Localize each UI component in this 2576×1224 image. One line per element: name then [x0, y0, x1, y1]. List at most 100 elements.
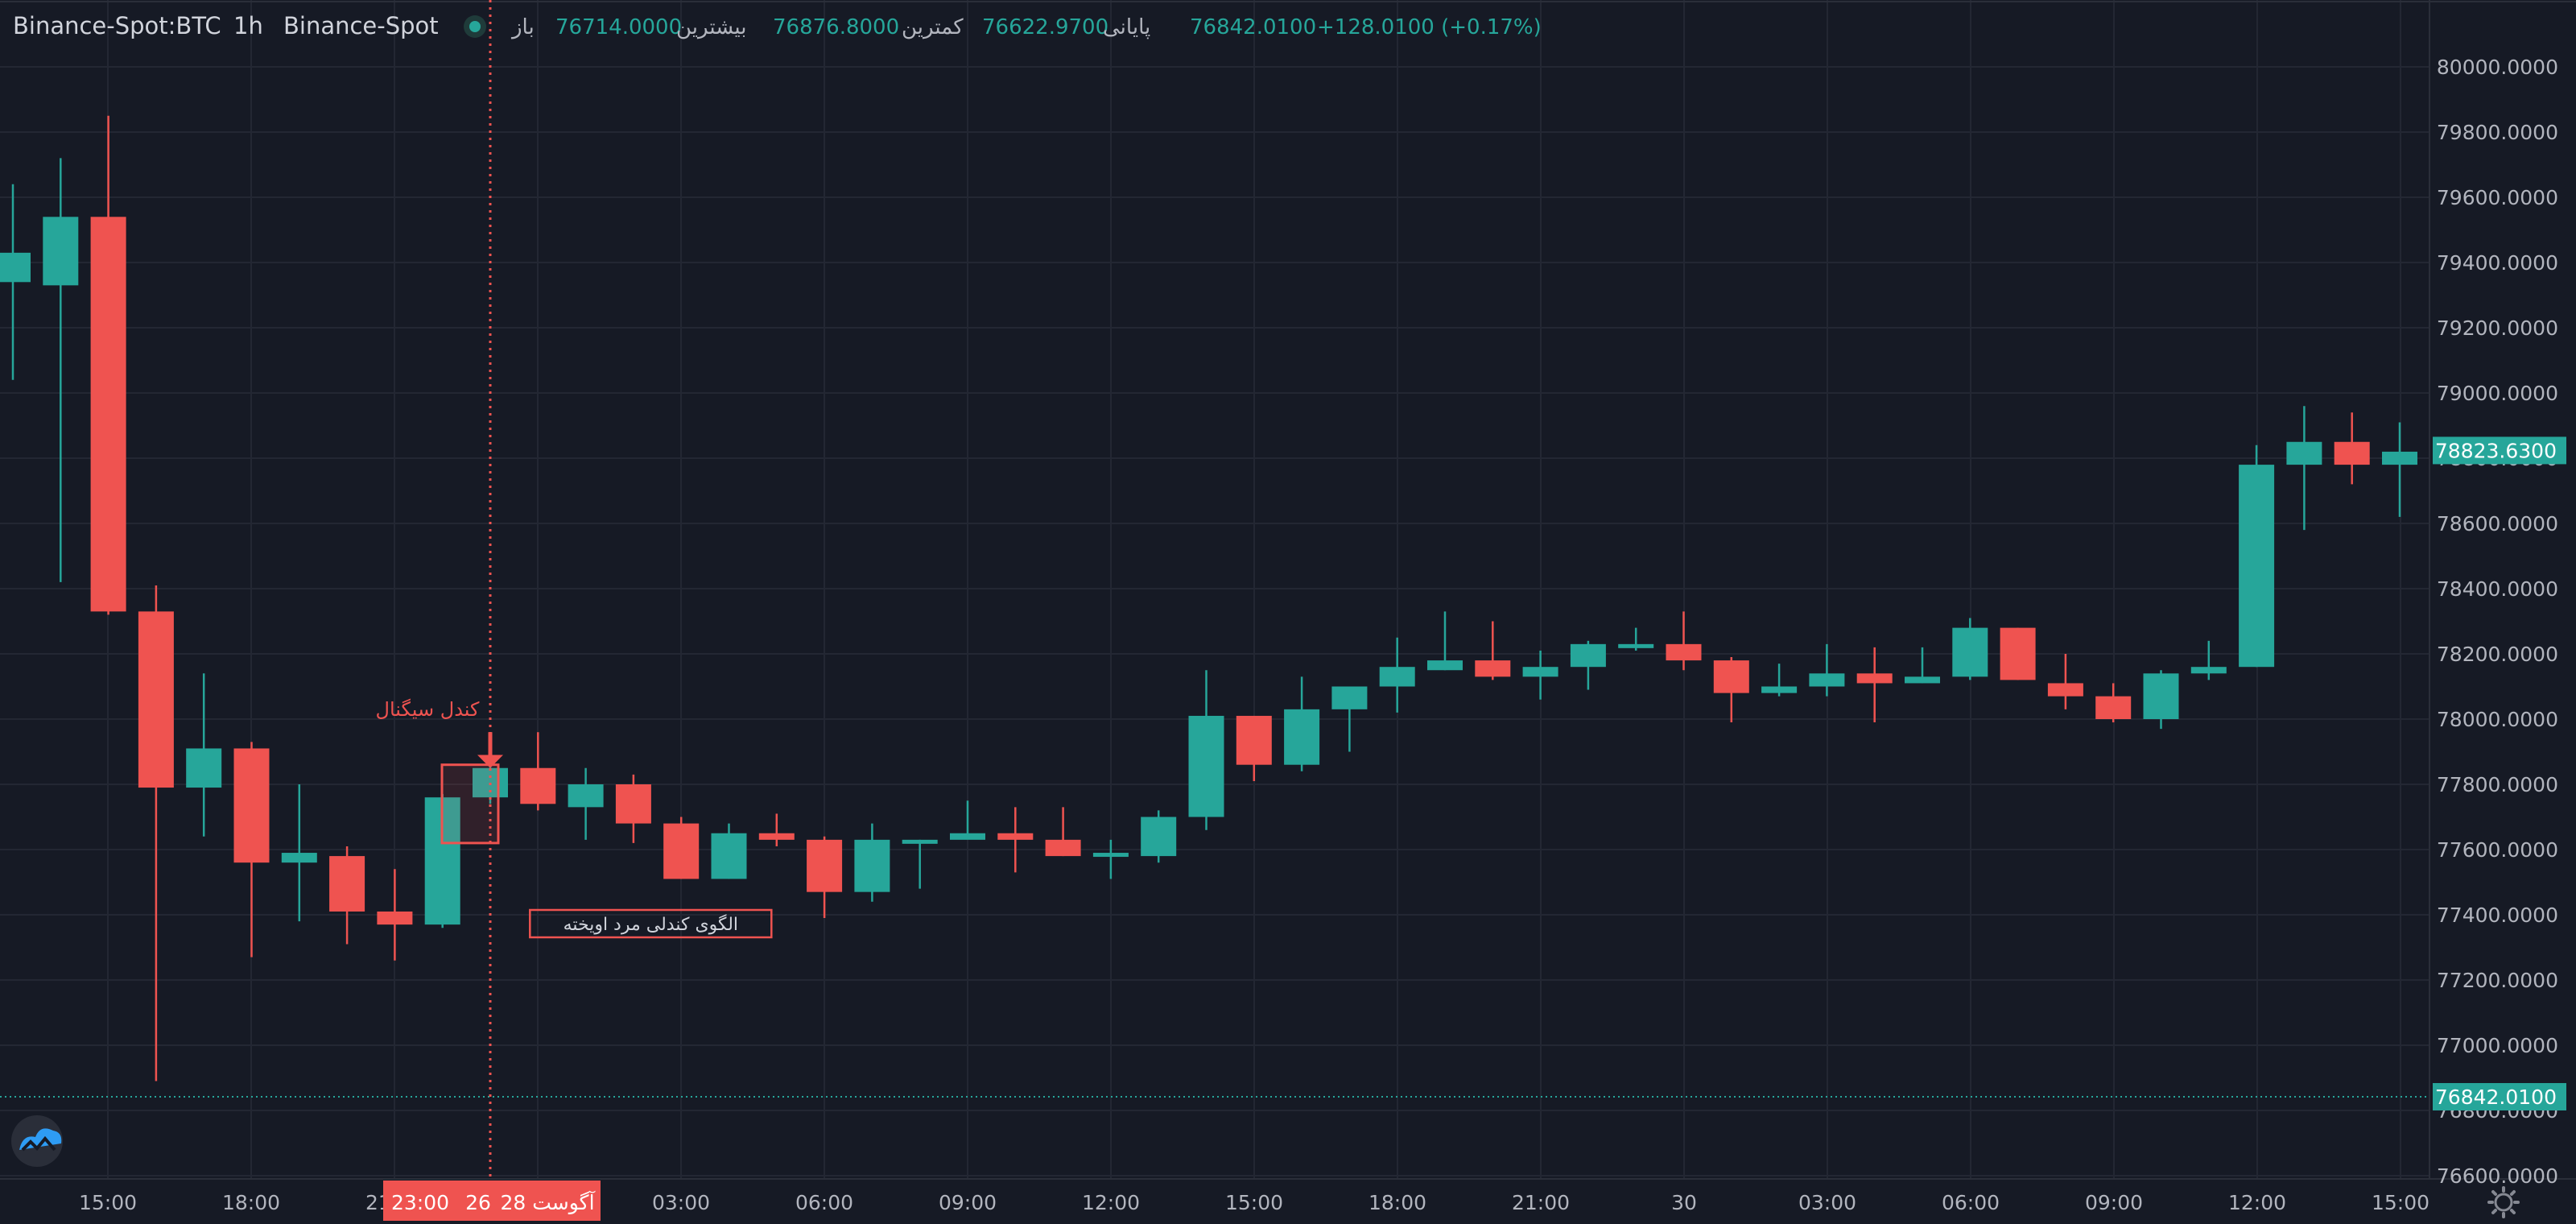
- price-tick-label: 79800.0000: [2437, 121, 2558, 144]
- candle-body: [2382, 451, 2417, 465]
- candle-body: [520, 767, 556, 804]
- time-tick-label: 03:00: [1798, 1191, 1856, 1214]
- time-tick-label: 03:00: [652, 1191, 710, 1214]
- candle: [1236, 715, 1272, 781]
- candle: [711, 823, 747, 879]
- candle: [1331, 686, 1368, 752]
- candle-body: [1331, 686, 1368, 709]
- candle-body: [1666, 643, 1702, 661]
- candle-body: [2190, 667, 2227, 674]
- chart-legend: Binance-Spot:BTC 1h Binance-Spot باز 767…: [13, 12, 1542, 39]
- candle-body: [1379, 667, 1415, 687]
- candle-body: [138, 611, 174, 788]
- candle: [90, 115, 126, 615]
- pattern-label-box: [529, 908, 773, 939]
- candle: [2143, 670, 2179, 730]
- candle-body: [1092, 853, 1129, 858]
- time-tick-label: 09:00: [939, 1191, 997, 1214]
- candle-body: [950, 833, 985, 840]
- candle-body: [90, 217, 126, 612]
- last-price-label: 78823.6300: [2435, 439, 2557, 462]
- low-value: 76622.9700: [982, 15, 1108, 39]
- time-tick-label: 30: [1671, 1191, 1697, 1214]
- price-tick-label: 79400.0000: [2437, 251, 2558, 275]
- candle: [2286, 406, 2322, 531]
- open-label: باز: [510, 15, 535, 39]
- candle: [854, 823, 890, 902]
- symbol-label[interactable]: Binance-Spot:BTC: [13, 12, 221, 39]
- candle: [2190, 640, 2227, 680]
- candle-body: [186, 748, 222, 788]
- time-tick-label: 15:00: [2372, 1191, 2429, 1214]
- candle-body: [1188, 715, 1224, 817]
- candle: [1952, 618, 1988, 680]
- candle-body: [1522, 667, 1558, 677]
- crosshair-time-label: 23:00: [391, 1191, 449, 1214]
- candle: [1188, 670, 1224, 830]
- candle: [1761, 664, 1798, 697]
- time-tick-label: 09:00: [2085, 1191, 2143, 1214]
- time-tick-label: 18:00: [1368, 1191, 1426, 1214]
- candle: [1379, 637, 1415, 713]
- candle: [950, 800, 985, 840]
- candle: [997, 807, 1034, 873]
- exchange-label: Binance-Spot: [283, 12, 439, 39]
- interval-label[interactable]: 1h: [233, 12, 263, 39]
- candle-body: [0, 252, 31, 283]
- candle-body: [281, 853, 317, 863]
- price-tick-label: 77000.0000: [2437, 1034, 2558, 1057]
- candle-body: [1905, 676, 1940, 684]
- candle-body: [758, 833, 795, 840]
- candle: [1666, 611, 1702, 671]
- time-tick-label: 12:00: [1082, 1191, 1140, 1214]
- candle-body: [1284, 709, 1320, 765]
- candle: [1475, 621, 1511, 680]
- high-value: 76876.8000: [773, 15, 899, 39]
- logo-button[interactable]: [11, 1115, 63, 1167]
- candle-body: [807, 839, 843, 892]
- candle-body: [2000, 627, 2036, 680]
- close-value: 76842.0100: [1190, 15, 1316, 39]
- candle-body: [663, 823, 700, 879]
- candle-body: [329, 856, 365, 912]
- time-tick-label: 15:00: [79, 1191, 137, 1214]
- price-tick-label: 78600.0000: [2437, 512, 2558, 536]
- settings-gear-icon[interactable]: [2487, 1186, 2520, 1218]
- candle: [615, 774, 651, 843]
- candle: [2095, 683, 2132, 723]
- candle-body: [2047, 683, 2083, 697]
- close-label: پایانی: [1103, 15, 1150, 39]
- price-tick-label: 78000.0000: [2437, 708, 2558, 731]
- crosshair-time-tag: [383, 1181, 601, 1221]
- candle-body: [1141, 817, 1177, 857]
- open-value: 76714.0000: [555, 15, 682, 39]
- candle-body: [1475, 660, 1511, 677]
- candle-body: [1236, 715, 1272, 765]
- candle: [2382, 422, 2417, 517]
- crosshair-date-right-label: 28 آگوست: [500, 1190, 595, 1214]
- time-tick-label: 15:00: [1225, 1191, 1283, 1214]
- price-axis[interactable]: 80000.0000 79800.0000 79600.0000 79400.0000…: [2433, 56, 2566, 1188]
- time-axis[interactable]: 15:00 18:00 21:00 03:00 06:00 09:00 12:00 15:00…: [79, 1181, 2429, 1221]
- candle-body: [854, 839, 890, 892]
- candle: [1809, 643, 1845, 697]
- candle: [473, 764, 508, 804]
- candle-body: [1045, 839, 1081, 857]
- candle: [902, 839, 938, 889]
- high-label: بیشترین: [676, 15, 747, 39]
- price-tick-label: 77200.0000: [2437, 969, 2558, 992]
- candle-body: [1952, 627, 1988, 677]
- candle: [2047, 654, 2083, 709]
- candle: [758, 813, 795, 846]
- candle-body: [2095, 696, 2132, 719]
- candle-body: [568, 784, 604, 808]
- candle: [520, 732, 556, 811]
- candle-body: [1761, 686, 1798, 693]
- time-tick-label: 18:00: [222, 1191, 280, 1214]
- candle: [2239, 445, 2275, 668]
- price-tick-label: 79600.0000: [2437, 186, 2558, 209]
- marker-price-tag: [2433, 1082, 2566, 1110]
